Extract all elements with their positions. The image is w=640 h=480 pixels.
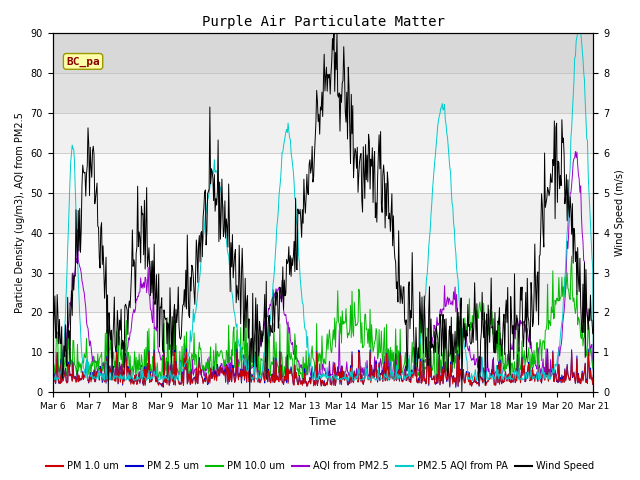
Y-axis label: Particle Density (ug/m3), AQI from PM2.5: Particle Density (ug/m3), AQI from PM2.5 xyxy=(15,112,25,313)
Bar xyxy=(52,233,593,273)
Legend: PM 1.0 um, PM 2.5 um, PM 10.0 um, AQI from PM2.5, PM2.5 AQI from PA, Wind Speed: PM 1.0 um, PM 2.5 um, PM 10.0 um, AQI fr… xyxy=(42,457,598,475)
Bar xyxy=(52,73,593,113)
Bar xyxy=(52,352,593,392)
Bar xyxy=(52,153,593,192)
Bar xyxy=(52,33,593,73)
Bar xyxy=(52,192,593,233)
Bar xyxy=(52,273,593,312)
X-axis label: Time: Time xyxy=(309,417,337,427)
Bar xyxy=(52,113,593,153)
Y-axis label: Wind Speed (m/s): Wind Speed (m/s) xyxy=(615,169,625,256)
Bar xyxy=(52,312,593,352)
Text: BC_pa: BC_pa xyxy=(66,56,100,67)
Title: Purple Air Particulate Matter: Purple Air Particulate Matter xyxy=(202,15,445,29)
